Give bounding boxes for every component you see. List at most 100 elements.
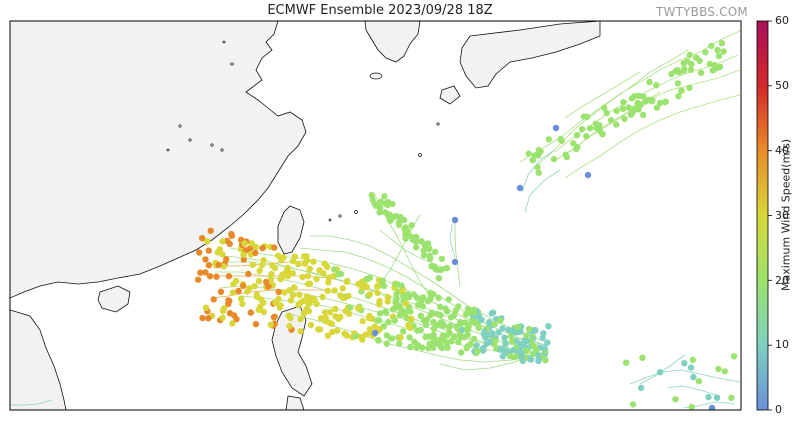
track-point xyxy=(410,291,417,298)
track-point xyxy=(259,244,266,252)
track-point xyxy=(225,297,232,304)
track-point xyxy=(240,251,247,258)
track-point xyxy=(539,334,546,342)
track-point xyxy=(525,325,533,333)
track-point xyxy=(693,54,700,61)
track-point xyxy=(202,256,209,263)
track-point xyxy=(453,323,460,330)
track-point xyxy=(653,104,661,111)
track-point xyxy=(228,232,235,239)
track-point xyxy=(354,305,362,312)
track-point xyxy=(256,267,263,275)
track-point xyxy=(345,310,353,317)
track-point xyxy=(411,338,418,345)
track-point xyxy=(523,347,530,354)
track-point xyxy=(374,289,381,296)
track-point xyxy=(508,338,516,345)
track-point xyxy=(412,238,420,245)
track-point xyxy=(545,136,552,143)
track-point xyxy=(377,198,384,205)
track-point xyxy=(202,269,209,276)
track-point xyxy=(542,356,549,364)
track-point xyxy=(365,314,373,322)
track-point xyxy=(381,193,388,200)
track-point xyxy=(586,125,594,132)
track-point xyxy=(379,277,386,284)
track-point xyxy=(206,273,214,280)
track-point xyxy=(199,314,206,322)
track-point xyxy=(656,99,664,107)
track-point xyxy=(456,331,464,338)
track-point xyxy=(315,326,322,333)
track-point xyxy=(400,293,407,300)
track-point xyxy=(271,264,279,272)
track-point xyxy=(443,265,450,272)
track-point xyxy=(629,401,637,408)
track-point xyxy=(452,307,460,314)
track-point xyxy=(404,228,411,235)
track-point xyxy=(267,321,274,328)
track-point xyxy=(705,393,712,401)
track-point xyxy=(270,314,278,321)
track-point xyxy=(304,272,312,280)
track-point xyxy=(686,84,693,92)
track-point xyxy=(389,306,397,313)
track-point xyxy=(426,340,433,347)
track-point xyxy=(324,287,331,294)
track-point xyxy=(451,258,459,266)
track-point xyxy=(427,289,434,297)
track-point xyxy=(607,116,615,124)
track-point xyxy=(697,69,705,77)
track-point xyxy=(324,332,332,339)
track-point xyxy=(412,233,420,241)
track-point xyxy=(690,373,697,381)
track-point xyxy=(359,318,366,325)
colorbar-tick-label: 0 xyxy=(775,403,782,416)
track-point xyxy=(464,326,472,333)
track-point xyxy=(620,99,627,106)
track-point xyxy=(402,300,409,307)
track-point xyxy=(613,121,620,128)
track-point xyxy=(322,314,329,322)
track-point xyxy=(507,332,515,340)
track-point xyxy=(363,276,370,283)
track-point xyxy=(713,394,721,401)
track-point xyxy=(329,328,336,336)
track-point xyxy=(480,347,487,354)
track-point xyxy=(649,97,656,104)
map-title: ECMWF Ensemble 2023/09/28 18Z xyxy=(267,3,493,18)
track-point xyxy=(384,198,391,206)
track-point xyxy=(296,291,303,299)
track-point xyxy=(289,292,297,299)
track-point xyxy=(435,275,443,282)
track-point xyxy=(303,293,311,300)
track-point xyxy=(300,297,307,305)
track-point xyxy=(355,281,362,288)
track-point xyxy=(552,124,560,132)
track-point xyxy=(237,295,245,302)
track-point xyxy=(309,295,317,302)
track-point xyxy=(317,315,325,322)
track-point xyxy=(419,344,426,351)
track-point xyxy=(475,313,483,320)
track-point xyxy=(219,238,226,245)
track-point xyxy=(440,336,448,343)
track-point xyxy=(305,300,312,308)
track-point xyxy=(720,48,727,55)
hainan xyxy=(97,285,131,313)
track-point xyxy=(371,323,378,330)
track-point xyxy=(529,157,536,164)
track-point xyxy=(396,340,403,347)
track-point xyxy=(345,292,352,300)
track-point xyxy=(573,132,581,139)
track-point xyxy=(629,108,637,116)
track-point xyxy=(728,394,735,402)
track-point xyxy=(488,329,496,337)
track-point xyxy=(675,92,682,100)
track-point xyxy=(286,287,293,294)
track-point xyxy=(305,308,313,315)
track-point xyxy=(661,98,669,106)
track-point xyxy=(214,249,221,256)
colorbar-tick-label: 40 xyxy=(775,144,789,157)
track-point xyxy=(544,339,551,346)
